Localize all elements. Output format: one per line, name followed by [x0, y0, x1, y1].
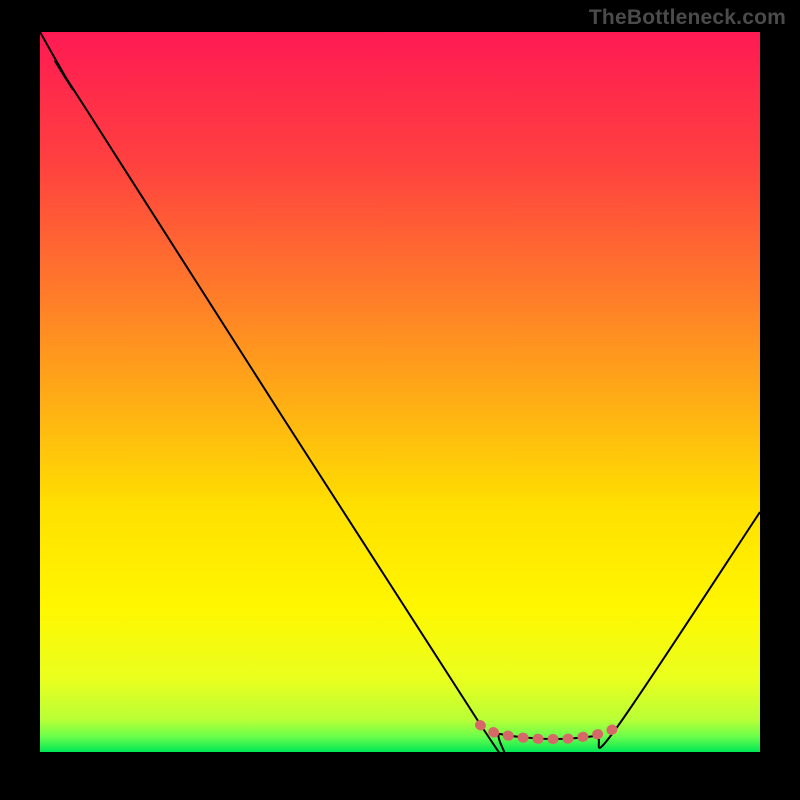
plot-area: [40, 32, 760, 752]
chart-background: [40, 32, 760, 752]
chart-frame: TheBottleneck.com: [0, 0, 800, 800]
chart-svg: [40, 32, 760, 752]
attribution-text: TheBottleneck.com: [589, 6, 786, 30]
